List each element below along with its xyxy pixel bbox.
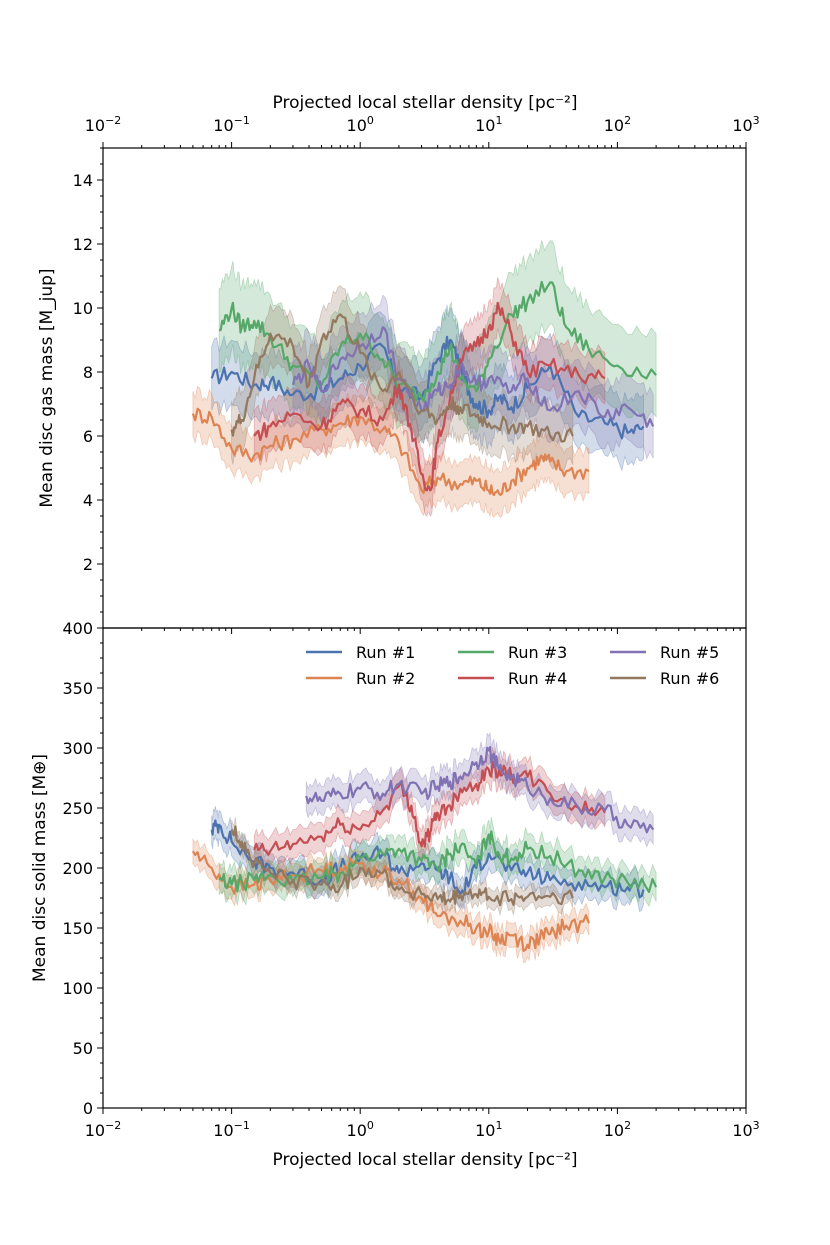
legend-label: Run #2 — [356, 669, 415, 688]
bottom-x-axis-label-text: Projected local stellar density [pc⁻²] — [273, 1150, 578, 1170]
top-x-axis-label: Projected local stellar density [pc⁻²] — [273, 93, 578, 113]
bottom-y-axis-label: Mean disc solid mass [M⊕] — [30, 754, 50, 982]
top-x-axis-label-text: Projected local stellar density [pc⁻²] — [273, 93, 578, 113]
band-run-2 — [192, 385, 590, 519]
x-tick-label-bottom: 103 — [732, 1119, 759, 1140]
y-tick-label: 50 — [73, 1039, 93, 1058]
x-tick-label-top: 10−2 — [85, 114, 122, 135]
legend-label: Run #5 — [660, 643, 719, 662]
y-tick-label: 400 — [62, 619, 93, 638]
y-tick-label: 12 — [73, 235, 93, 254]
legend-label: Run #3 — [508, 643, 567, 662]
legend-label: Run #6 — [660, 669, 719, 688]
x-tick-label-top: 101 — [475, 114, 502, 135]
series-line-run-6 — [230, 313, 574, 443]
legend: Run #1 Run #3 Run #5 Run #2 Run #4 Run #6 — [306, 643, 719, 688]
y-tick-label: 0 — [83, 1099, 93, 1118]
gas-mass-panel: 2 4 6 8 10 12 14 — [73, 142, 747, 634]
x-tick-label-bottom: 10−2 — [85, 1119, 122, 1140]
y-tick-label: 6 — [83, 427, 93, 446]
x-tick-label-top: 10−1 — [213, 114, 250, 135]
bottom-y-axis-label-text: Mean disc solid mass [M⊕] — [30, 754, 50, 982]
legend-label: Run #1 — [356, 643, 415, 662]
band-run-4 — [253, 277, 606, 517]
y-tick-label: 100 — [62, 979, 93, 998]
series-line-run-3 — [218, 830, 658, 894]
top-y-axis-label: Mean disc gas mass [M_jup] — [37, 268, 57, 507]
band-run-3 — [218, 240, 657, 445]
series-line-run-4 — [253, 301, 606, 492]
y-tick-label: 350 — [62, 679, 93, 698]
series-line-run-2 — [191, 407, 590, 497]
y-tick-label: 8 — [83, 363, 93, 382]
x-tick-label-bottom: 10−1 — [213, 1119, 250, 1140]
y-tick-label: 10 — [73, 299, 93, 318]
solid-mass-panel: 0 50 100 150 200 250 300 350 400 — [62, 619, 747, 1118]
x-tick-label-top: 100 — [347, 114, 374, 135]
bottom-x-axis-label: Projected local stellar density [pc⁻²] — [273, 1150, 578, 1170]
x-tick-label-bottom: 102 — [604, 1119, 631, 1140]
y-tick-label: 150 — [62, 919, 93, 938]
series-line-run-4 — [253, 760, 606, 856]
x-tick-label-bottom: 101 — [475, 1119, 502, 1140]
series-line-run-5 — [305, 745, 655, 834]
band-run-5 — [305, 732, 654, 848]
y-tick-label: 300 — [62, 739, 93, 758]
x-tick-label-bottom: 100 — [347, 1119, 374, 1140]
y-tick-label: 4 — [83, 491, 93, 510]
y-tick-label: 2 — [83, 555, 93, 574]
legend-label: Run #4 — [508, 669, 567, 688]
series-line-run-5 — [291, 326, 655, 428]
top-y-axis-label-text: Mean disc gas mass [M_jup] — [37, 268, 57, 507]
series-line-run-6 — [230, 825, 574, 907]
y-tick-label: 200 — [62, 859, 93, 878]
band-run-6 — [231, 816, 574, 917]
x-tick-label-top: 102 — [604, 114, 631, 135]
x-tick-label-top: 103 — [732, 114, 759, 135]
y-tick-label: 14 — [73, 171, 93, 190]
y-tick-label: 250 — [62, 799, 93, 818]
